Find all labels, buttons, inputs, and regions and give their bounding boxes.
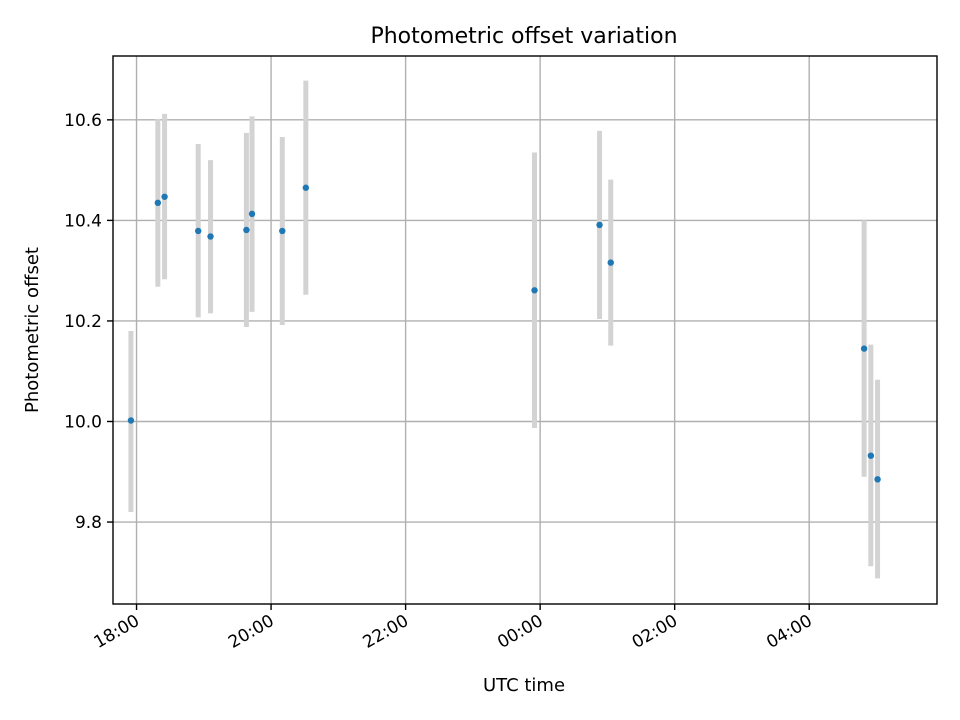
data-points	[127, 184, 881, 483]
x-tick-label: 00:00	[494, 611, 546, 653]
y-tick-label: 10.0	[64, 413, 102, 433]
x-axis-label: UTC time	[483, 675, 565, 696]
data-point	[531, 287, 538, 294]
x-tick-label: 20:00	[225, 611, 277, 653]
y-tick-label: 9.8	[75, 513, 102, 533]
y-tick-label: 10.2	[64, 312, 102, 332]
axis-ticks: 18:00 20:00 22:00 00:00 02:00 04:00 9.8 10.0 10.…	[64, 111, 816, 653]
chart-title: Photometric offset variation	[370, 24, 677, 49]
grid	[113, 56, 937, 604]
data-point	[154, 199, 162, 207]
plot-frame	[112, 55, 938, 605]
data-point	[596, 221, 603, 229]
x-tick-label: 18:00	[91, 611, 143, 653]
y-tick-label: 10.4	[64, 211, 102, 231]
y-tick-label: 10.6	[64, 111, 102, 131]
data-point	[207, 233, 214, 240]
data-point	[860, 345, 868, 352]
x-tick-label: 04:00	[763, 611, 815, 653]
data-point	[127, 417, 135, 424]
x-tick-label: 02:00	[629, 611, 681, 653]
data-point	[243, 226, 250, 234]
data-point	[874, 476, 881, 483]
data-point	[867, 452, 875, 459]
data-point	[302, 184, 310, 191]
data-point	[279, 227, 286, 235]
data-point	[248, 210, 256, 218]
errorbars	[128, 80, 881, 579]
data-point	[161, 193, 168, 200]
data-point	[195, 227, 202, 235]
y-axis-label: Photometric offset	[22, 247, 43, 413]
x-tick-label: 22:00	[360, 611, 412, 653]
data-point	[607, 259, 614, 266]
